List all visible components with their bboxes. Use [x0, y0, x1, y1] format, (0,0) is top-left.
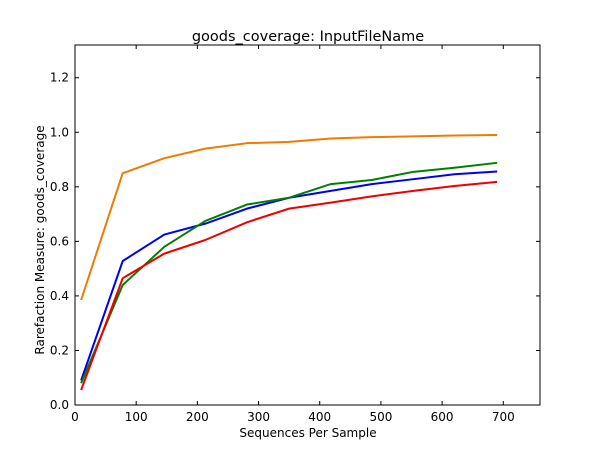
- x-tick-label: 600: [431, 410, 454, 424]
- y-tick-label: 0.6: [50, 234, 69, 248]
- x-tick-label: 200: [186, 410, 209, 424]
- y-axis: 0.0 0.2 0.4 0.6 0.8 1.0 1.2: [50, 71, 540, 412]
- x-tick-label: 300: [247, 410, 270, 424]
- series-line-3: [80, 161, 498, 384]
- plot-frame: [74, 44, 541, 406]
- x-tick-label: 500: [369, 410, 392, 424]
- series-line-4: [80, 180, 498, 391]
- series-line-1: [80, 134, 498, 301]
- x-tick-label: 100: [125, 410, 148, 424]
- x-tick-label: 0: [71, 410, 79, 424]
- y-tick-label: 0.2: [50, 343, 69, 357]
- y-axis-label: Rarefaction Measure: goods_coverage: [33, 125, 47, 354]
- y-tick-label: 1.0: [50, 125, 69, 139]
- x-tick-label: 400: [308, 410, 331, 424]
- x-axis-label: Sequences Per Sample: [239, 426, 376, 440]
- y-tick-label: 0.0: [50, 398, 69, 412]
- y-tick-label: 1.2: [50, 71, 69, 85]
- x-axis: 0 100 200 300 400 500 600 700: [71, 45, 515, 424]
- chart-title: goods_coverage: InputFileName: [192, 29, 424, 45]
- series-line-2: [80, 170, 498, 381]
- y-tick-label: 0.4: [50, 289, 69, 303]
- y-tick-label: 0.8: [50, 180, 69, 194]
- x-tick-label: 700: [492, 410, 515, 424]
- series-layer: [80, 134, 498, 391]
